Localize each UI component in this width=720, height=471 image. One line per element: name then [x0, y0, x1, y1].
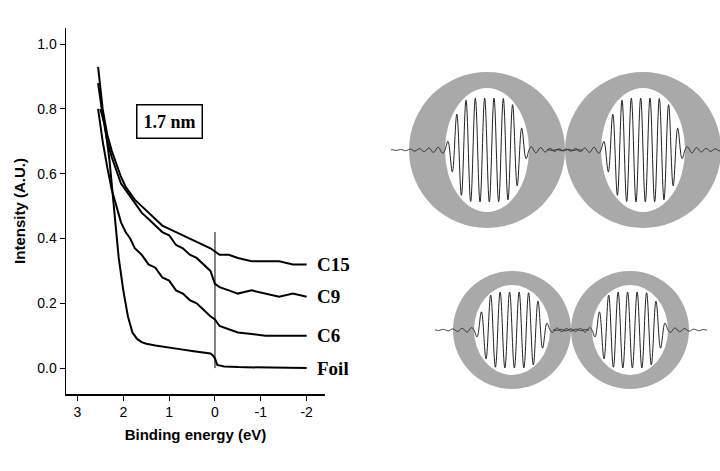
- svg-text:-1: -1: [255, 404, 268, 420]
- svg-text:0.0: 0.0: [37, 360, 57, 376]
- svg-text:0.2: 0.2: [37, 295, 57, 311]
- svg-text:C15: C15: [317, 254, 350, 275]
- svg-text:0: 0: [211, 404, 219, 420]
- svg-text:Binding energy (eV): Binding energy (eV): [125, 426, 267, 443]
- svg-text:1: 1: [165, 404, 173, 420]
- svg-text:2: 2: [119, 404, 127, 420]
- svg-text:1.0: 1.0: [37, 36, 57, 52]
- svg-text:1.7 nm: 1.7 nm: [144, 112, 196, 132]
- svg-text:-2: -2: [300, 404, 313, 420]
- svg-text:Intensity (A.U.): Intensity (A.U.): [11, 158, 28, 264]
- svg-text:Foil: Foil: [317, 358, 349, 379]
- svg-text:0.4: 0.4: [37, 230, 57, 246]
- svg-text:3: 3: [74, 404, 82, 420]
- svg-text:0.8: 0.8: [37, 101, 57, 117]
- svg-text:0.6: 0.6: [37, 166, 57, 182]
- svg-text:C6: C6: [317, 325, 340, 346]
- svg-text:C9: C9: [317, 286, 340, 307]
